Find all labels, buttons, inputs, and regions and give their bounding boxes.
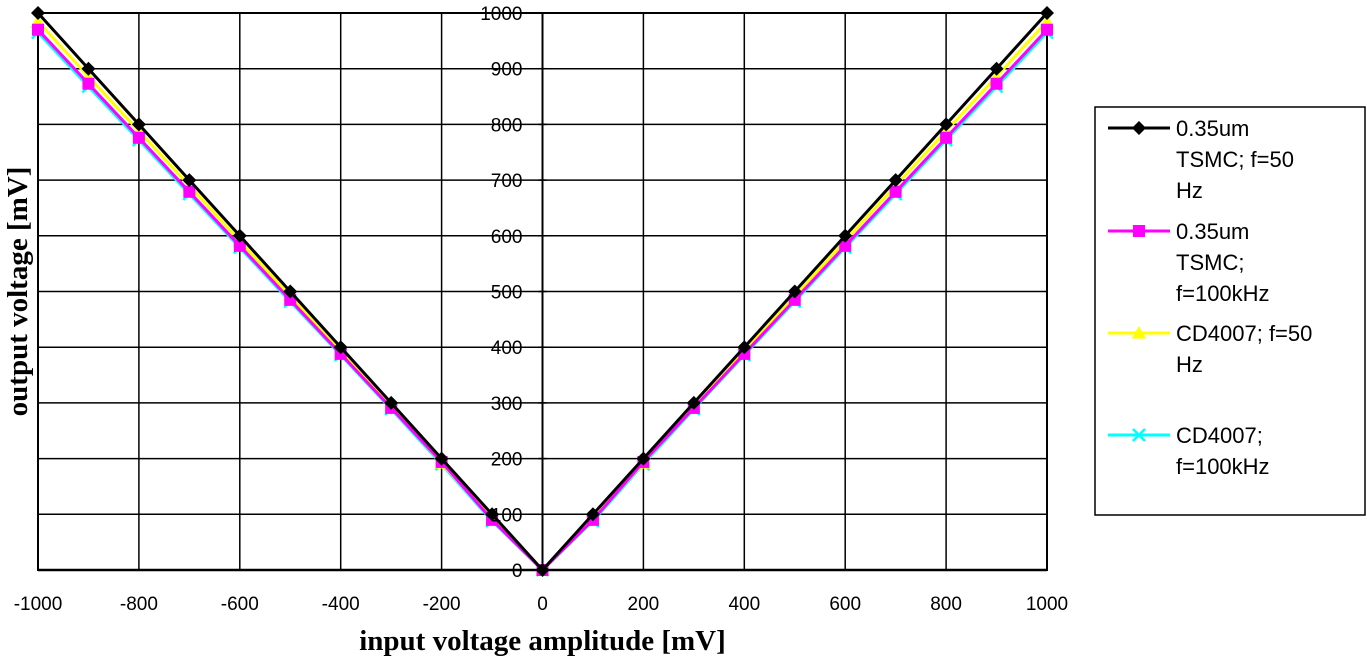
data-point — [81, 61, 96, 76]
data-point — [940, 131, 953, 144]
legend-label-line: f=100kHz — [1176, 281, 1270, 306]
x-tick-label: -800 — [120, 594, 158, 615]
data-point — [131, 117, 146, 132]
data-point — [1041, 23, 1053, 36]
tick-labels: -1000 -800 -600 -400 -200 0 200 400 600 800 1000 0 1… — [14, 4, 1068, 615]
x-axis-title: input voltage amplitude [mV] — [359, 625, 726, 657]
data-point — [990, 77, 1003, 90]
data-point — [636, 451, 651, 466]
data-point — [485, 507, 500, 522]
legend-label-line: 0.35um — [1176, 116, 1249, 141]
data-point — [31, 6, 45, 20]
data-point — [32, 23, 44, 36]
x-tick-label: -200 — [423, 594, 461, 615]
y-tick-label: 200 — [491, 450, 523, 471]
legend-entry-1: 0.35um TSMC; f=50 Hz — [1108, 116, 1294, 203]
legend-box — [1094, 106, 1366, 516]
y-tick-label: 1000 — [480, 4, 522, 25]
y-tick-label: 900 — [491, 60, 523, 81]
x-tick-label: 0 — [537, 594, 548, 615]
legend-label-line: Hz — [1176, 352, 1203, 377]
y-tick-label: 400 — [491, 338, 523, 359]
legend-label-line: TSMC; f=50 — [1176, 147, 1294, 172]
legend-label-line: TSMC; — [1176, 250, 1244, 275]
data-point — [434, 451, 449, 466]
legend-swatch-marker — [1132, 326, 1146, 339]
y-tick-label: 600 — [491, 227, 523, 248]
data-point — [686, 395, 701, 410]
y-tick-label: 300 — [491, 394, 523, 415]
y-tick-label: 700 — [491, 171, 523, 192]
legend-swatch-marker — [1133, 225, 1145, 237]
legend-label-line: f=100kHz — [1176, 454, 1270, 479]
y-tick-label: 100 — [491, 505, 523, 526]
data-point — [233, 239, 246, 252]
data-point — [889, 185, 902, 198]
data-point — [82, 77, 95, 90]
data-point — [182, 173, 197, 188]
x-tick-label: 800 — [930, 594, 962, 615]
data-point — [888, 173, 903, 188]
legend-entry-3: CD4007; f=50 Hz — [1108, 321, 1312, 377]
data-point — [1040, 6, 1054, 20]
data-point — [333, 340, 348, 355]
legend-label-line: 0.35um — [1176, 219, 1249, 244]
x-tick-label: 400 — [728, 594, 760, 615]
legend-entry-4: CD4007; f=100kHz — [1108, 423, 1270, 479]
legend-label-line: CD4007; f=50 — [1176, 321, 1312, 346]
x-tick-label: 200 — [628, 594, 660, 615]
x-tick-label: -400 — [322, 594, 360, 615]
data-point — [839, 239, 852, 252]
series-1 — [31, 6, 1054, 577]
data-point — [132, 131, 145, 144]
data-point — [787, 284, 802, 299]
x-tick-label: -600 — [221, 594, 259, 615]
legend-label-line: CD4007; — [1176, 423, 1263, 448]
data-point — [989, 61, 1004, 76]
legend-swatch-marker — [1132, 428, 1146, 442]
x-tick-label: 1000 — [1026, 594, 1068, 615]
data-point — [283, 284, 298, 299]
marker-stroke — [1132, 428, 1146, 442]
data-point — [232, 228, 247, 243]
x-tick-label: 600 — [829, 594, 861, 615]
legend-swatch-marker — [1132, 121, 1146, 135]
y-tick-label: 0 — [512, 561, 523, 582]
legend-label-line: Hz — [1176, 178, 1203, 203]
legend-entry-2: 0.35um TSMC; f=100kHz — [1108, 219, 1270, 306]
series-layer — [31, 6, 1054, 577]
data-point — [585, 507, 600, 522]
data-point — [939, 117, 954, 132]
y-tick-label: 500 — [491, 283, 523, 304]
x-tick-label: -1000 — [14, 594, 63, 615]
data-point — [384, 395, 399, 410]
y-axis-title: output voltage [mV] — [2, 167, 34, 417]
data-point — [183, 185, 196, 198]
data-point — [737, 340, 752, 355]
data-point — [535, 563, 550, 577]
y-tick-label: 800 — [491, 115, 523, 136]
data-point — [838, 228, 853, 243]
